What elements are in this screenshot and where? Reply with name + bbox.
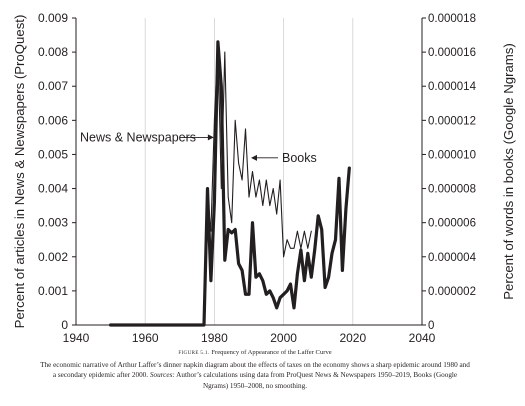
series-line-news: [108, 40, 351, 327]
x-tick-label: 1960: [132, 331, 159, 345]
y-left-tick-label: 0.005: [38, 147, 68, 161]
x-tick-label: 2000: [270, 331, 297, 345]
annotation-label-news: News & Newspapers: [80, 130, 196, 144]
y-left-tick-label: 0.007: [38, 79, 68, 93]
sources-label: Sources:: [149, 371, 175, 379]
figure-title: Frequency of Appearance of the Laffer Cu…: [211, 349, 332, 356]
caption-heading: FIGURE 5.1. Frequency of Appearance of t…: [40, 347, 470, 360]
y-right-tick-label: 0.000012: [428, 115, 476, 127]
annotations: News & Newspapers Books: [80, 130, 317, 164]
figure-number: FIGURE 5.1.: [178, 351, 210, 356]
y-left-tick-label: 0.006: [38, 113, 68, 127]
y-left-tick-label: 0: [61, 318, 68, 332]
y-axis-title-right: Percent of words in books (Google Ngrams…: [501, 43, 516, 300]
y-right-tick-label: 0.000016: [428, 47, 476, 59]
annotation-arrowhead-news: [207, 134, 214, 141]
x-tick-label: 2020: [339, 331, 366, 345]
annotation-arrowhead-books: [251, 154, 257, 161]
y-right-tick-label: 0.000014: [428, 81, 477, 93]
series-line-books: [203, 43, 312, 318]
sources-text: Author’s calculations using data from Pr…: [176, 371, 458, 390]
y-right-tick-label: 0.000008: [428, 184, 476, 196]
axis-titles: Percent of articles in News & Newspapers…: [12, 15, 516, 329]
figure-caption: FIGURE 5.1. Frequency of Appearance of t…: [40, 347, 470, 391]
y-left-tick-label: 0.008: [38, 45, 68, 59]
annotation-label-books: Books: [282, 151, 317, 165]
y-right-tick-label: 0.000018: [428, 13, 476, 25]
y-left-tick-label: 0.001: [38, 284, 68, 298]
x-tick-label: 2040: [409, 331, 436, 345]
series-lines: [108, 40, 351, 327]
y-left-tick-label: 0.003: [38, 216, 68, 230]
y-right-tick-label: 0.000004: [428, 252, 477, 264]
y-left-tick-label: 0.009: [38, 11, 68, 25]
x-tick-label: 1980: [201, 331, 228, 345]
y-right-tick-label: 0.000006: [428, 218, 476, 230]
y-right-tick-label: 0.000002: [428, 286, 476, 298]
caption-text: The economic narrative of Arthur Laffer’…: [40, 360, 470, 380]
y-right-tick-label: 0: [428, 320, 434, 332]
y-left-tick-label: 0.002: [38, 250, 68, 264]
y-left-tick-label: 0.004: [38, 182, 68, 196]
axes: [72, 17, 426, 326]
y-right-tick-label: 0.000010: [428, 149, 476, 161]
caption-body: The economic narrative of Arthur Laffer’…: [40, 360, 470, 392]
y-axis-title-left: Percent of articles in News & Newspapers…: [12, 15, 27, 329]
x-tick-label: 1940: [63, 331, 90, 345]
tick-labels: 1940 1960 1980 2000 2020 204000.0010.0020.003…: [38, 11, 477, 345]
